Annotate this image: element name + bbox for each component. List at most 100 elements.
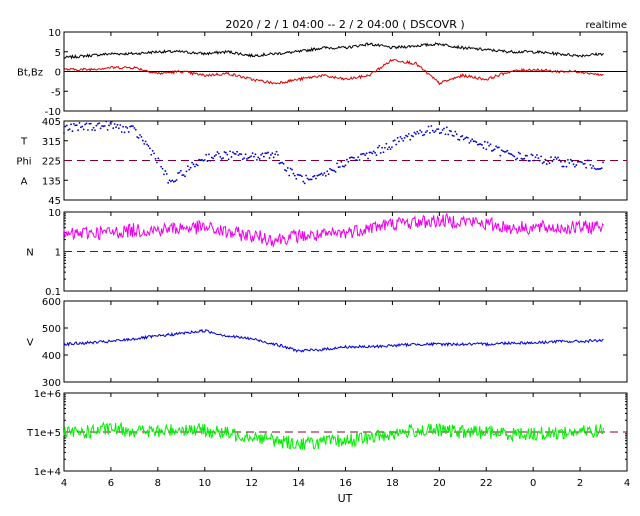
data-point <box>178 171 181 174</box>
data-point <box>593 167 596 170</box>
data-point <box>365 152 368 155</box>
data-point <box>534 156 537 159</box>
data-point <box>119 124 122 126</box>
x-tick-label: 2 <box>577 478 583 489</box>
data-point <box>64 125 67 128</box>
data-point <box>324 174 327 177</box>
data-point <box>576 161 579 163</box>
data-point <box>139 134 141 136</box>
data-point <box>219 155 222 158</box>
data-point <box>543 161 545 163</box>
x-tick-label: 14 <box>292 478 305 489</box>
data-point <box>63 132 65 134</box>
data-point <box>298 174 300 176</box>
data-point <box>574 165 576 168</box>
data-point <box>153 152 155 155</box>
data-point <box>469 140 472 142</box>
data-point <box>312 175 315 178</box>
data-point <box>562 165 565 168</box>
data-point <box>251 152 254 155</box>
data-point <box>241 158 244 161</box>
data-point <box>524 154 527 157</box>
data-point <box>199 159 202 162</box>
data-point <box>337 166 340 169</box>
data-point <box>282 162 285 165</box>
data-point <box>74 124 77 127</box>
y-tick-label: 10 <box>48 28 61 39</box>
data-point <box>239 152 241 155</box>
data-point <box>485 148 488 151</box>
data-point <box>355 159 358 161</box>
data-point <box>467 136 469 139</box>
data-point <box>386 148 389 151</box>
data-point <box>498 146 500 149</box>
data-point <box>254 153 257 156</box>
data-point <box>602 161 604 164</box>
data-point <box>419 129 421 132</box>
series-phi <box>63 120 604 185</box>
data-point <box>115 126 117 129</box>
data-point <box>150 153 153 156</box>
data-point <box>109 122 112 125</box>
data-point <box>227 158 230 161</box>
data-point <box>384 146 386 149</box>
data-point <box>308 178 310 181</box>
data-point <box>402 139 405 142</box>
data-point <box>120 131 123 133</box>
x-tick-label: 4 <box>624 478 630 489</box>
data-point <box>222 157 224 159</box>
data-point <box>103 125 106 127</box>
data-point <box>125 125 127 128</box>
data-point <box>460 135 462 138</box>
data-point <box>590 167 593 169</box>
data-point <box>538 159 541 162</box>
data-point <box>317 174 320 177</box>
x-tick-label: 0 <box>530 478 536 489</box>
data-point <box>568 162 571 164</box>
data-point <box>448 129 451 132</box>
data-point <box>545 163 548 165</box>
data-point <box>306 177 309 180</box>
data-point <box>319 173 322 176</box>
series-line <box>63 42 604 60</box>
data-point <box>354 159 357 162</box>
x-tick-label: 12 <box>245 478 258 489</box>
data-point <box>423 133 426 136</box>
data-point <box>189 166 192 169</box>
data-point <box>300 175 303 178</box>
data-point <box>566 158 569 161</box>
y-tick-label: 1e+5 <box>34 428 61 439</box>
data-point <box>232 151 234 154</box>
x-tick-label: 6 <box>108 478 114 489</box>
data-point <box>182 174 185 176</box>
data-point <box>482 147 485 149</box>
data-point <box>346 158 348 161</box>
data-point <box>286 167 289 169</box>
data-point <box>127 131 130 133</box>
data-point <box>393 139 396 142</box>
data-point <box>233 152 236 155</box>
x-tick-label: 20 <box>433 478 446 489</box>
data-point <box>147 145 150 147</box>
data-point <box>210 156 213 159</box>
x-tick-label: 18 <box>386 478 399 489</box>
data-point <box>285 170 288 172</box>
data-point <box>531 154 534 157</box>
data-point <box>427 125 430 128</box>
data-point <box>523 157 526 160</box>
data-point <box>412 135 414 138</box>
y-axis-label: A <box>21 177 28 188</box>
data-point <box>195 163 198 166</box>
data-point <box>184 175 186 178</box>
data-point <box>436 128 438 131</box>
data-point <box>517 151 520 154</box>
data-point <box>528 159 531 162</box>
data-point <box>65 124 68 127</box>
series-v <box>63 328 604 353</box>
data-point <box>399 136 402 138</box>
series-n <box>63 212 604 248</box>
data-point <box>505 150 507 153</box>
data-point <box>320 172 323 175</box>
data-point <box>407 132 410 135</box>
data-point <box>558 159 561 162</box>
